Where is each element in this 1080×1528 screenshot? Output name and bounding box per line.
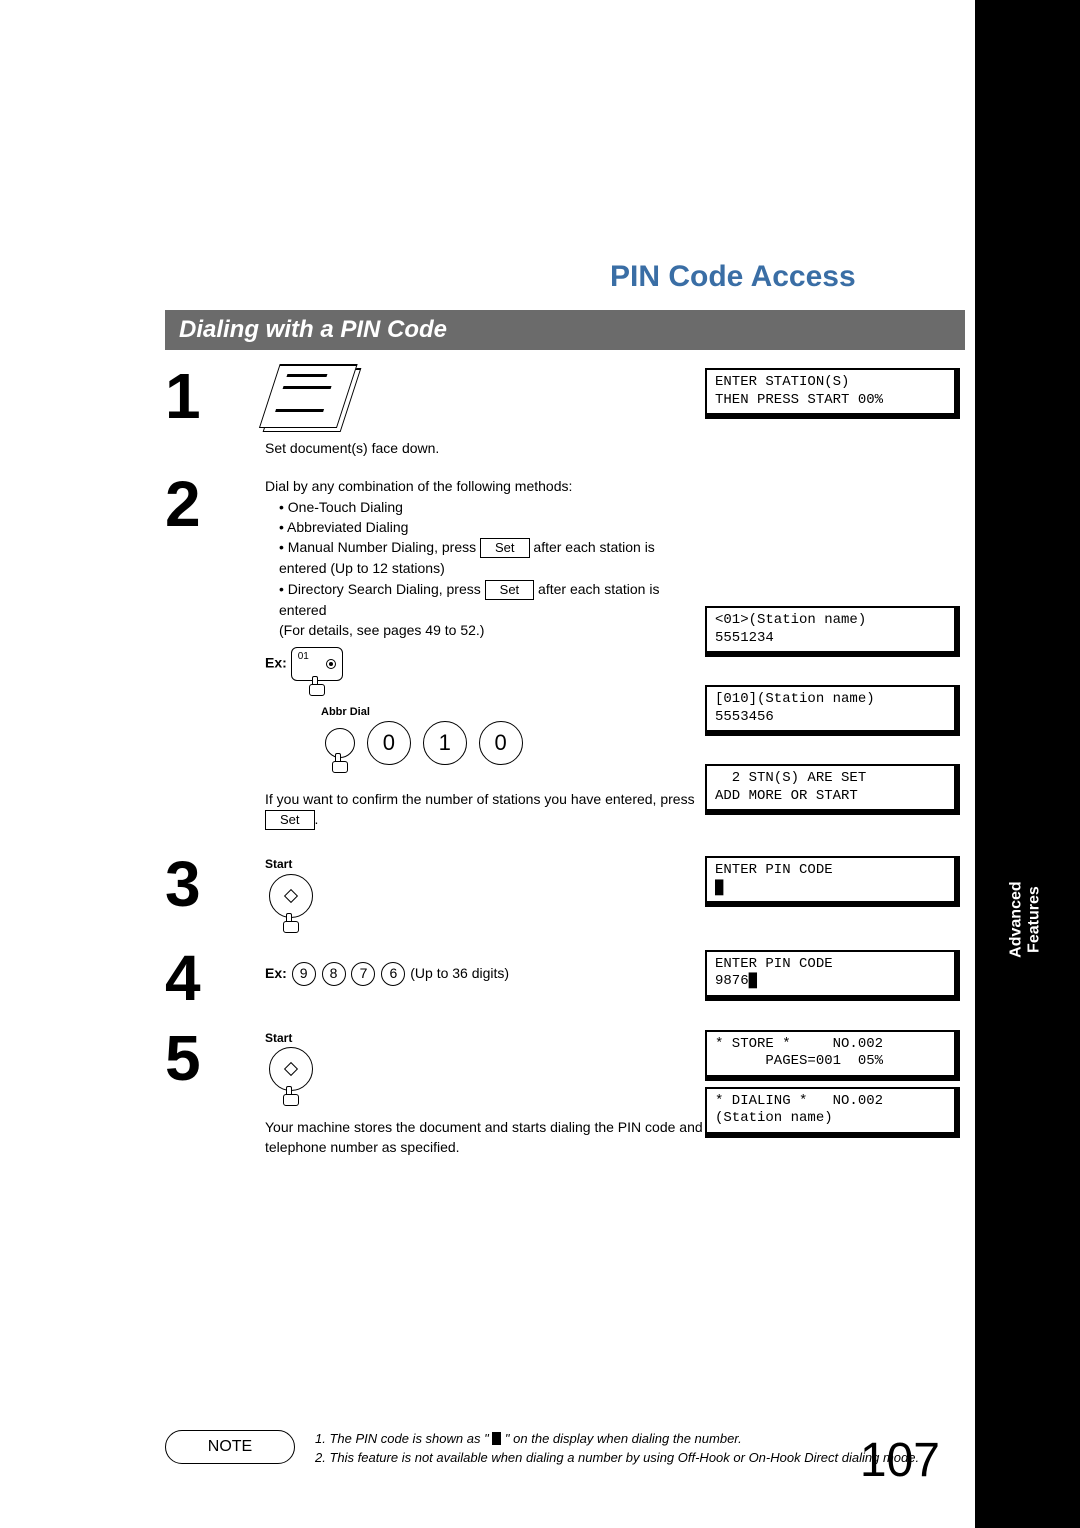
list-item: One-Touch Dialing xyxy=(279,497,705,517)
onetouch-key-icon[interactable] xyxy=(291,647,343,681)
step-5: 5 Start Your machine stores the document… xyxy=(165,1022,965,1158)
step-5-displays: * STORE * NO.002 PAGES=001 05% * DIALING… xyxy=(705,1022,965,1138)
subsection-title: Dialing with a PIN Code xyxy=(179,316,447,344)
ex-label: Ex: xyxy=(265,965,287,981)
set-button[interactable]: Set xyxy=(265,810,315,830)
example-abbr-dial: Abbr Dial 0 1 0 xyxy=(265,705,705,765)
lcd-display: * DIALING * NO.002 (Station name) xyxy=(705,1087,960,1138)
step-1-caption: Set document(s) face down. xyxy=(265,438,705,458)
section-title: PIN Code Access xyxy=(610,260,856,294)
abbr-dial-label: Abbr Dial xyxy=(321,705,705,721)
step-3: 3 Start ENTER PIN CODE █ xyxy=(165,848,965,917)
keypad-key-icon[interactable]: 0 xyxy=(479,721,523,765)
lcd-display: <01>(Station name) 5551234 xyxy=(705,606,960,657)
digit-icon: 8 xyxy=(322,962,346,986)
step-2-number: 2 xyxy=(165,468,265,536)
digit-icon: 9 xyxy=(292,962,316,986)
set-button[interactable]: Set xyxy=(485,580,535,600)
lcd-display: 2 STN(S) ARE SET ADD MORE OR START xyxy=(705,764,960,815)
lcd-display: ENTER PIN CODE 9876█ xyxy=(705,950,960,1001)
step-4-number: 4 xyxy=(165,942,265,1010)
lcd-display: ENTER PIN CODE █ xyxy=(705,856,960,907)
start-label: Start xyxy=(265,856,705,873)
digit-icon: 7 xyxy=(351,962,375,986)
step-3-display: ENTER PIN CODE █ xyxy=(705,848,965,907)
step-4-display: ENTER PIN CODE 9876█ xyxy=(705,942,965,1001)
lcd-display: ENTER STATION(S) THEN PRESS START 00% xyxy=(705,368,960,419)
step-5-text: Your machine stores the document and sta… xyxy=(265,1117,705,1158)
abbr-dial-key-icon[interactable] xyxy=(325,728,355,758)
step-1: 1 Set document(s) face down. ENTER STATI… xyxy=(165,360,965,458)
step-1-number: 1 xyxy=(165,360,265,428)
step-2-body: Dial by any combination of the following… xyxy=(265,468,705,830)
digits-suffix: (Up to 36 digits) xyxy=(410,965,509,981)
step-3-number: 3 xyxy=(165,848,265,916)
step-1-display: ENTER STATION(S) THEN PRESS START 00% xyxy=(705,360,965,419)
pin-block-icon xyxy=(492,1432,501,1445)
keypad-key-icon[interactable]: 1 xyxy=(423,721,467,765)
document-icon xyxy=(263,368,362,432)
digit-icon: 6 xyxy=(381,962,405,986)
lcd-display: * STORE * NO.002 PAGES=001 05% xyxy=(705,1030,960,1081)
note-section: NOTE 1. The PIN code is shown as " " on … xyxy=(165,1430,965,1468)
example-onetouch: Ex: xyxy=(265,647,705,681)
content: 1 Set document(s) face down. ENTER STATI… xyxy=(165,360,965,1158)
step-4: 4 Ex: 9 8 7 6 (Up to 36 digits) ENTER PI… xyxy=(165,942,965,1010)
list-item: Manual Number Dialing, press Set after e… xyxy=(279,537,705,579)
ex-label: Ex: xyxy=(265,654,287,670)
start-label: Start xyxy=(265,1030,705,1047)
step-4-body: Ex: 9 8 7 6 (Up to 36 digits) xyxy=(265,942,705,986)
lcd-display: [010](Station name) 5553456 xyxy=(705,685,960,736)
start-key-icon[interactable] xyxy=(269,1047,313,1091)
step-5-body: Start Your machine stores the document a… xyxy=(265,1022,705,1158)
page: AdvancedFeatures PIN Code Access Dialing… xyxy=(0,0,1080,1528)
page-number: 107 xyxy=(860,1433,940,1488)
list-item: Abbreviated Dialing xyxy=(279,517,705,537)
margin-strip xyxy=(975,0,1080,1528)
confirm-text: If you want to confirm the number of sta… xyxy=(265,789,705,831)
step-1-body: Set document(s) face down. xyxy=(265,360,705,458)
list-item: Directory Search Dialing, press Set afte… xyxy=(279,579,705,641)
step-5-number: 5 xyxy=(165,1022,265,1090)
note-label: NOTE xyxy=(165,1430,295,1464)
dialing-methods-list: One-Touch Dialing Abbreviated Dialing Ma… xyxy=(265,497,705,641)
step-2: 2 Dial by any combination of the followi… xyxy=(165,468,965,830)
subsection-bar: Dialing with a PIN Code xyxy=(165,310,965,350)
section-tab-label: AdvancedFeatures xyxy=(1007,882,1042,958)
step-3-body: Start xyxy=(265,848,705,917)
section-tab: AdvancedFeatures xyxy=(990,850,1060,990)
step-2-intro: Dial by any combination of the following… xyxy=(265,476,705,496)
keypad-key-icon[interactable]: 0 xyxy=(367,721,411,765)
start-key-icon[interactable] xyxy=(269,874,313,918)
set-button[interactable]: Set xyxy=(480,538,530,558)
step-2-displays: <01>(Station name) 5551234 [010](Station… xyxy=(705,468,965,815)
